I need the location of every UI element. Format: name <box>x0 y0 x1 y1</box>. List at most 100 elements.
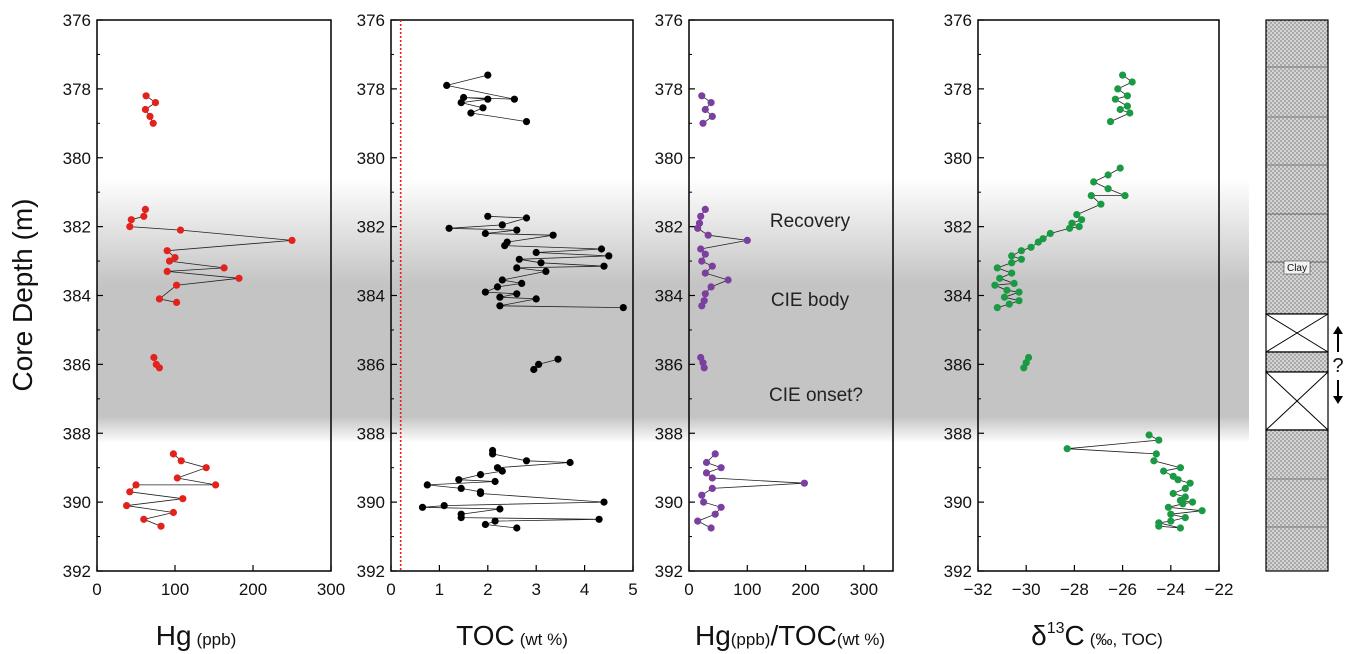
hg-toc-x-tick-label: 200 <box>791 580 819 599</box>
hg-data-point <box>179 495 187 503</box>
d13c-data-point <box>1104 185 1112 193</box>
hg-toc-data-point <box>717 503 725 511</box>
lithology-clay-block-middle <box>1265 351 1329 373</box>
toc-data-point <box>457 484 465 492</box>
hg-toc-data-point <box>707 283 715 291</box>
d13c-data-point <box>1087 192 1095 200</box>
hg-toc-y-tick-label: 376 <box>655 11 683 30</box>
hg-data-point <box>155 364 163 372</box>
d13c-data-point <box>996 274 1004 282</box>
hg-data-point <box>176 226 185 234</box>
hg-toc-data-point <box>698 92 706 100</box>
toc-data-point <box>522 457 531 465</box>
hg-toc-data-point <box>701 105 709 114</box>
hg-toc-data-point <box>724 276 732 284</box>
toc-data-point <box>481 288 489 296</box>
d13c-x-tick-label: −28 <box>1060 580 1089 599</box>
d13c-data-point <box>1128 78 1136 86</box>
d13c-data-point <box>1017 255 1025 263</box>
toc-y-tick-label: 386 <box>357 355 385 374</box>
d13c-data-point <box>1176 464 1184 472</box>
hg-x-tick-label: 300 <box>317 580 345 599</box>
hg-data-point <box>149 119 157 127</box>
toc-data-point <box>554 355 562 363</box>
toc-data-point <box>467 109 475 117</box>
d13c-data-point <box>1063 445 1071 453</box>
hg-data-point <box>165 257 174 265</box>
toc-data-point <box>498 221 506 229</box>
d13c-data-point <box>1090 178 1098 186</box>
hg-toc-data-point <box>701 250 709 258</box>
d13c-data-point <box>1176 524 1184 532</box>
hg-x-tick-label: 100 <box>161 580 189 599</box>
hg-toc-y-tick-label: 386 <box>655 355 683 374</box>
toc-data-point <box>489 450 497 458</box>
toc-data-point <box>481 229 489 238</box>
d13c-data-point <box>1123 102 1131 110</box>
hg-data-point <box>150 353 158 362</box>
toc-data-point <box>491 517 499 525</box>
hg-data-point <box>173 281 181 289</box>
hg-data-point <box>220 264 228 272</box>
hg-toc-data-point <box>701 205 709 213</box>
toc-y-tick-label: 378 <box>357 80 385 99</box>
d13c-y-tick-label: 392 <box>944 562 972 581</box>
toc-data-point <box>535 360 543 368</box>
hg-toc-data-point <box>700 498 708 506</box>
d13c-data-point <box>1181 484 1189 492</box>
hg-toc-y-tick-label: 388 <box>655 424 683 443</box>
d13c-data-point <box>1116 164 1124 172</box>
toc-data-point <box>510 95 518 103</box>
toc-data-point <box>445 224 453 232</box>
hg-toc-x-tick-label: 0 <box>684 580 693 599</box>
toc-data-point <box>549 231 557 239</box>
hg-data-point <box>140 515 148 523</box>
hg-toc-data-point <box>743 236 751 244</box>
hg-toc-y-tick-label: 390 <box>655 493 683 512</box>
hg-data-point <box>163 247 171 255</box>
d13c-y-tick-label: 386 <box>944 355 972 374</box>
d13c-data-point <box>1010 279 1018 287</box>
d13c-data-point <box>1005 300 1013 308</box>
hg-toc-data-point <box>698 302 706 310</box>
d13c-data-point <box>1104 171 1112 179</box>
hg-toc-data-point <box>700 364 708 372</box>
hg-toc-data-point <box>708 484 716 492</box>
lithology-gap-upper-cross-b <box>1265 313 1329 353</box>
d13c-data-point <box>1008 252 1016 260</box>
annotation-cie-body: CIE body <box>771 290 850 311</box>
lithology-clay-label: Clay <box>1287 263 1307 274</box>
toc-data-point <box>423 481 431 489</box>
hg-data-point <box>163 267 171 275</box>
toc-data-point <box>600 498 608 506</box>
d13c-data-point <box>993 264 1001 272</box>
gap-arrow-up-head <box>1333 326 1343 334</box>
hg-data-point <box>132 481 140 489</box>
hg-data-point <box>235 274 243 282</box>
hg-toc-data-point <box>697 245 705 253</box>
toc-data-point <box>493 283 502 291</box>
hg-toc-data-point <box>708 474 716 482</box>
d13c-data-point <box>1008 259 1016 267</box>
hg-toc-data-point <box>702 458 711 467</box>
hg-toc-data-point <box>694 517 702 525</box>
toc-data-point <box>605 252 613 260</box>
toc-x-tick-label: 2 <box>483 580 492 599</box>
d13c-data-point <box>1167 517 1175 525</box>
toc-x-tick-label: 0 <box>386 580 395 599</box>
toc-y-tick-label: 384 <box>357 287 385 306</box>
hg-toc-y-tick-label: 384 <box>655 287 683 306</box>
d13c-data-point <box>1186 479 1194 487</box>
d13c-data-point <box>1123 92 1131 100</box>
hg-data-point <box>157 522 165 530</box>
toc-data-point <box>597 245 606 253</box>
d13c-data-point <box>1160 467 1168 475</box>
cie-shading-band <box>97 178 1249 443</box>
hg-toc-x-tick-label: 300 <box>850 580 878 599</box>
d13c-data-point <box>1155 436 1163 444</box>
hg-y-tick-label: 390 <box>63 493 91 512</box>
d13c-x-tick-label: −24 <box>1156 580 1185 599</box>
toc-data-point <box>476 489 485 498</box>
d13c-data-point <box>1152 450 1160 458</box>
toc-data-point <box>522 118 531 126</box>
